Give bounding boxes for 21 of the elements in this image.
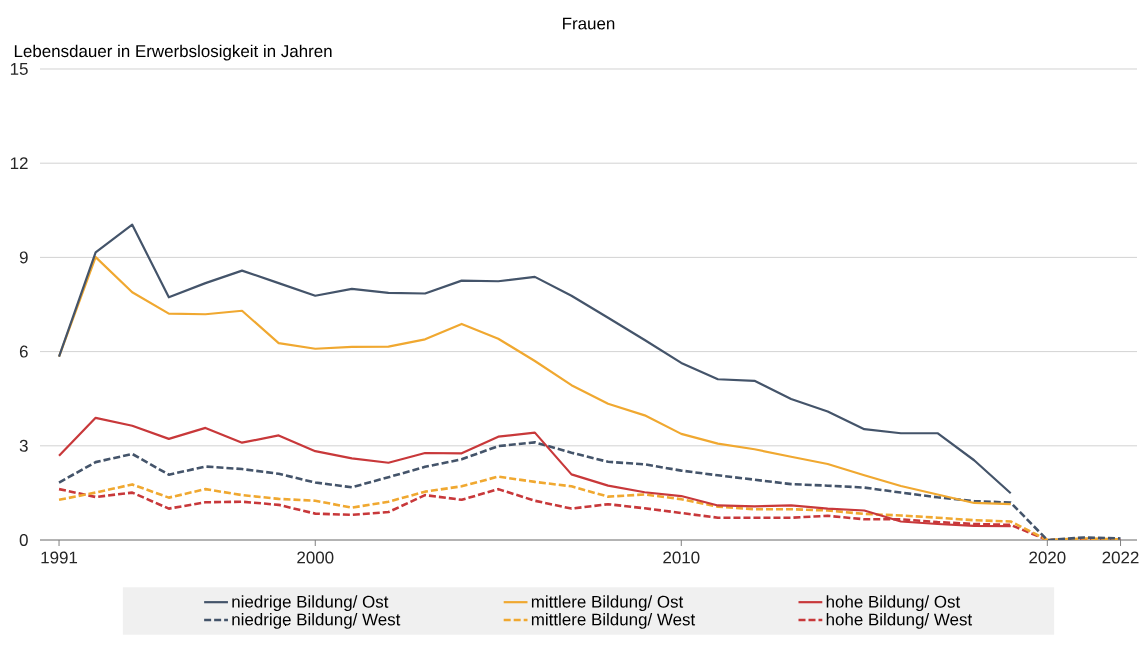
legend-label: mittlere Bildung/ West [531,613,696,629]
legend-label: niedrige Bildung/ Ost [232,595,389,612]
x-tick-label: 2020 [1029,551,1066,564]
line-series [57,223,1012,495]
y-axis-title: Lebensdauer in Erwerbslosigkeit in Jahren [14,44,332,61]
line-series [57,441,1122,540]
y-tick-label: 6 [19,345,28,358]
y-tick-label: 3 [19,439,28,452]
legend-label: niedrige Bildung/ West [232,613,401,629]
legend-label: hohe Bildung/ Ost [826,595,961,612]
y-tick-label: 0 [19,534,28,546]
legend-label: hohe Bildung/ West [826,613,973,629]
y-tick-label: 15 [10,63,28,75]
x-tick-label: 1991 [41,551,78,564]
y-tick-label: 12 [10,157,28,170]
x-tick-label: 2000 [297,551,334,564]
x-tick-label: 2022 [1102,551,1139,564]
legend-label: mittlere Bildung/ Ost [531,595,684,612]
y-tick-label: 9 [19,251,28,264]
x-tick-label: 2010 [663,551,700,564]
chart-title: Frauen [563,17,615,30]
